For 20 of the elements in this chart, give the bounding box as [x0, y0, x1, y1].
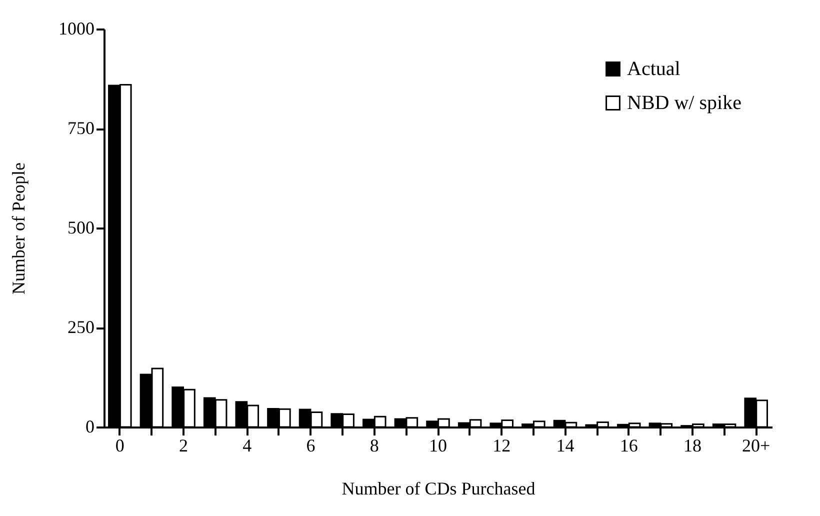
- x-tick-label: 18: [683, 436, 702, 456]
- x-tick-label: 16: [620, 436, 638, 456]
- y-tick-label: 250: [68, 317, 94, 337]
- legend-label: Actual: [627, 58, 681, 80]
- y-tick-label: 0: [86, 416, 94, 436]
- x-tick-label: 10: [429, 436, 447, 456]
- x-tick-label: 8: [370, 436, 379, 456]
- legend-label: NBD w/ spike: [627, 92, 742, 114]
- x-tick-label: 4: [242, 436, 252, 456]
- x-axis-title: Number of CDs Purchased: [342, 478, 536, 498]
- y-tick-label: 500: [68, 218, 94, 238]
- y-tick-label: 750: [68, 118, 94, 138]
- x-tick-label: 6: [306, 436, 316, 456]
- x-tick-label: 14: [556, 436, 574, 456]
- x-tick-label: 12: [492, 436, 511, 456]
- x-tick-label: 0: [115, 436, 124, 456]
- y-axis-title: Number of People: [8, 162, 28, 294]
- x-tick-label: 20+: [742, 436, 770, 456]
- y-tick-label: 1000: [58, 18, 94, 38]
- x-tick-label: 2: [179, 436, 188, 456]
